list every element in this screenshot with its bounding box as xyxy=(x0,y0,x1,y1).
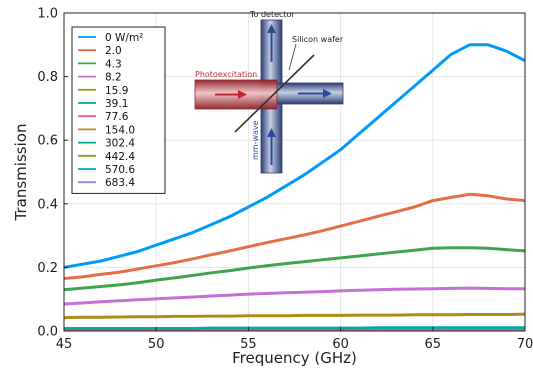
y-tick-label: 0.4 xyxy=(37,197,58,212)
inset-wafer-pointer xyxy=(288,43,297,71)
series-line xyxy=(64,43,525,269)
y-tick-label: 0.2 xyxy=(37,261,58,276)
x-tick-label: 65 xyxy=(425,337,442,352)
inset-label-wafer: Silicon wafer xyxy=(292,35,344,44)
legend-label: 302.4 xyxy=(105,138,135,150)
y-axis-label: Transmission xyxy=(12,124,30,222)
y-tick-label: 1.0 xyxy=(37,7,58,22)
legend-label: 15.9 xyxy=(105,85,128,97)
inset-label-mmwave: mm-wave xyxy=(251,120,260,160)
series-line xyxy=(64,192,525,280)
arrow-up-top-icon xyxy=(267,24,276,62)
legend-label: 39.1 xyxy=(105,98,128,110)
arrow-right-photo-icon xyxy=(215,90,247,99)
plot-frame xyxy=(63,12,526,332)
y-tick-label: 0.0 xyxy=(37,325,58,340)
axis-ticks: 45 50 55 60 65 70 0.0 0.2 0.4 0.6 0.8 1.0 xyxy=(37,7,533,353)
y-tick-label: 0.6 xyxy=(37,134,58,149)
legend-label: 154.0 xyxy=(105,124,135,136)
series-line xyxy=(64,246,525,292)
legend-label: 8.2 xyxy=(105,72,122,84)
series-line xyxy=(64,286,525,306)
legend-label: 442.4 xyxy=(105,151,135,163)
arrow-up-bottom-icon xyxy=(267,128,276,165)
inset-schematic: To detector Silicon wafer Photoexcitatio… xyxy=(194,10,344,174)
inset-label-detector: To detector xyxy=(249,10,295,19)
y-tick-label: 0.8 xyxy=(37,70,58,85)
legend-label: 570.6 xyxy=(105,164,135,176)
legend-label: 2.0 xyxy=(105,45,122,57)
legend-label: 0 W/m² xyxy=(105,32,143,44)
x-tick-label: 50 xyxy=(148,337,165,352)
x-tick-label: 45 xyxy=(56,337,73,352)
legend-label: 683.4 xyxy=(105,177,135,189)
legend-box xyxy=(71,26,166,194)
series-line xyxy=(64,326,525,330)
x-tick-label: 60 xyxy=(332,337,349,352)
legend-label: 4.3 xyxy=(105,58,122,70)
x-tick-label: 55 xyxy=(240,337,257,352)
inset-silicon-wafer xyxy=(234,54,315,133)
series-line xyxy=(64,312,525,320)
arrow-right-wave-icon xyxy=(298,89,332,98)
inset-label-photoexcitation: Photoexcitation xyxy=(195,70,257,79)
x-axis-label: Frequency (GHz) xyxy=(232,349,357,367)
legend-label: 77.6 xyxy=(105,111,129,123)
x-tick-label: 70 xyxy=(517,337,533,352)
